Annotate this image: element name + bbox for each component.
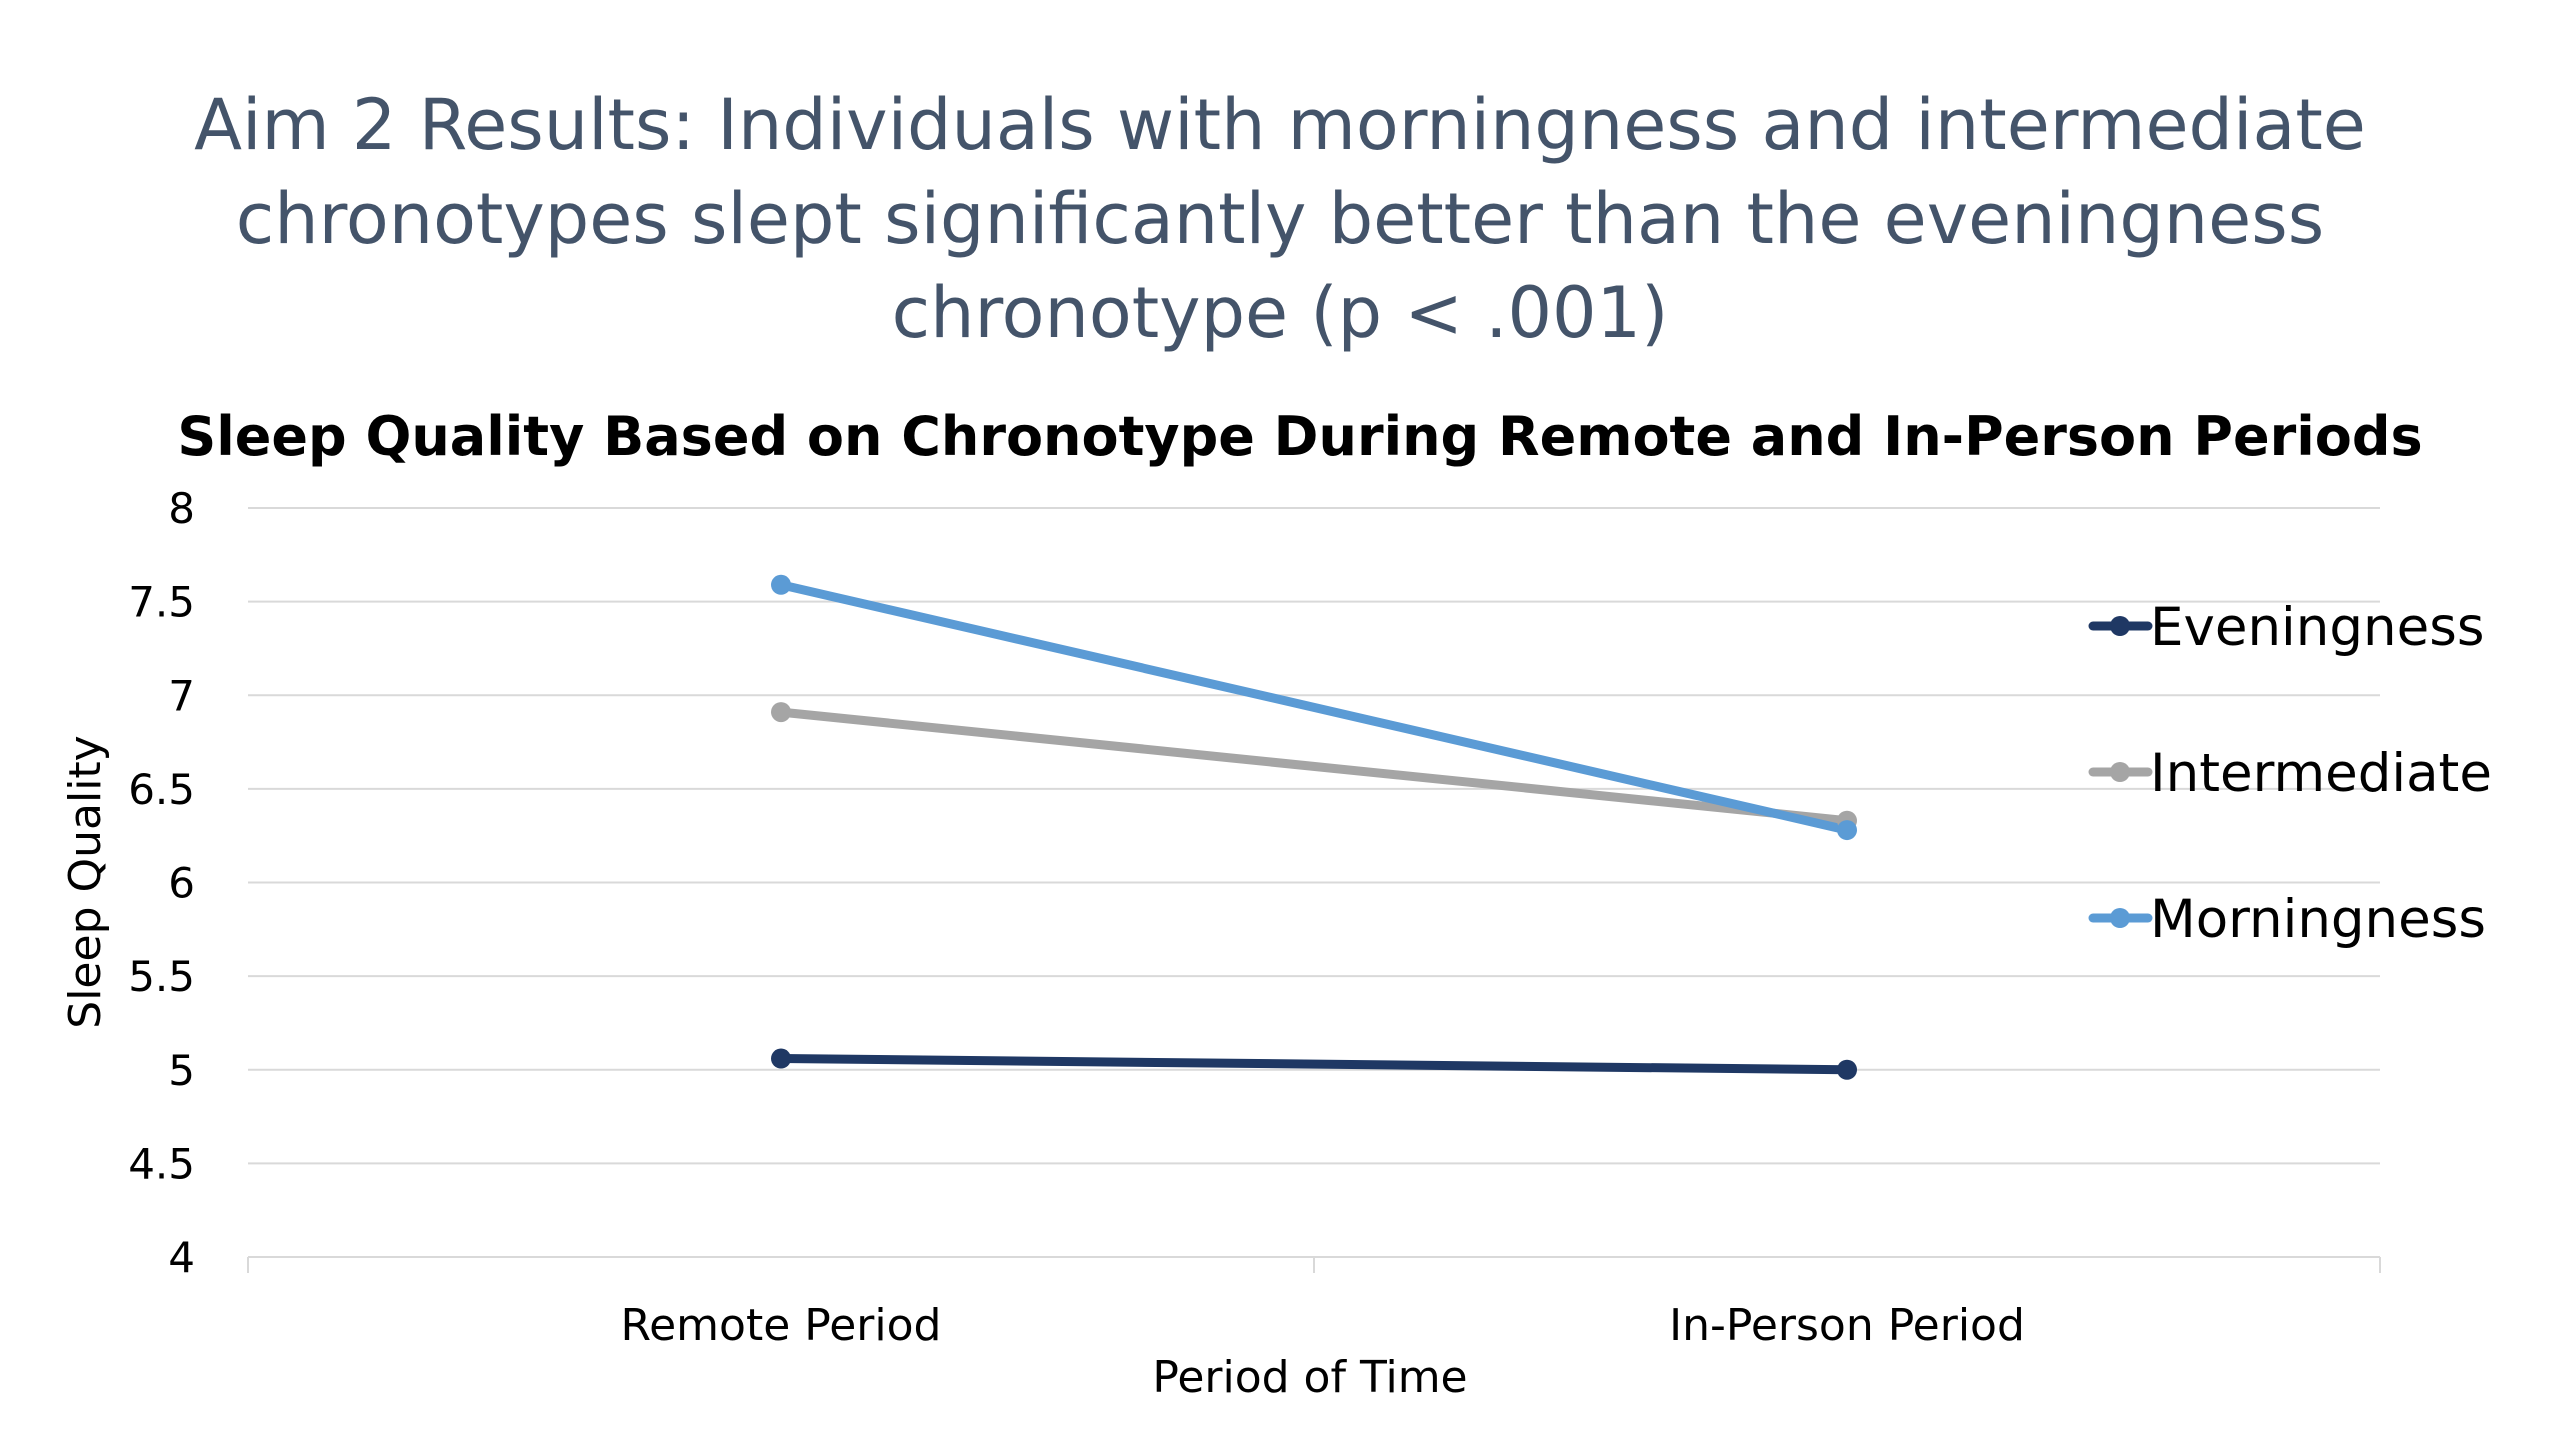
x-axis-title: Period of Time xyxy=(1152,1352,1467,1403)
y-tick-label: 5 xyxy=(168,1046,195,1095)
slide-title: Aim 2 Results: Individuals with morningn… xyxy=(130,78,2430,360)
axes xyxy=(247,1256,2381,1273)
legend-marker-morningness xyxy=(2110,908,2130,928)
y-tick-label: 7.5 xyxy=(128,578,195,627)
data-point-morningness xyxy=(771,574,791,595)
y-axis-tick-labels: 4 4.5 5 5.5 6 6.5 7 7.5 8 xyxy=(128,484,195,1282)
y-tick-label: 4 xyxy=(168,1233,195,1282)
gridlines xyxy=(248,507,2380,1165)
legend-label-eveningness: Eveningness xyxy=(2150,597,2484,658)
x-axis-tick-labels: Remote Period In-Person Period xyxy=(621,1300,2025,1351)
legend-marker-eveningness xyxy=(2110,616,2130,636)
slide-title-line-1: Aim 2 Results: Individuals with morningn… xyxy=(194,84,2366,166)
data-point-intermediate xyxy=(771,702,791,723)
series-line-eveningness xyxy=(776,1054,1852,1075)
slide-title-line-2: chronotypes slept significantly better t… xyxy=(235,178,2325,260)
y-tick-label: 4.5 xyxy=(128,1139,195,1188)
series-points xyxy=(771,574,1857,1080)
data-point-eveningness xyxy=(1837,1059,1857,1080)
series-lines xyxy=(776,580,1852,1075)
y-tick-label: 8 xyxy=(168,484,195,533)
legend-label-intermediate: Intermediate xyxy=(2150,743,2492,804)
y-tick-label: 6.5 xyxy=(128,765,195,814)
data-point-morningness xyxy=(1837,820,1857,841)
y-tick-label: 5.5 xyxy=(128,952,195,1001)
x-tick-label: In-Person Period xyxy=(1669,1300,2025,1351)
y-tick-label: 7 xyxy=(168,671,195,720)
slide-title-line-3: chronotype (p < .001) xyxy=(891,272,1669,354)
series-line-intermediate xyxy=(776,707,1852,826)
legend-marker-intermediate xyxy=(2110,762,2130,782)
legend-label-morningness: Morningness xyxy=(2150,889,2486,950)
data-point-eveningness xyxy=(771,1048,791,1069)
chart-title: Sleep Quality Based on Chronotype During… xyxy=(177,405,2422,468)
y-axis-title: Sleep Quality xyxy=(60,735,111,1028)
series-line-morningness xyxy=(776,580,1852,835)
y-tick-label: 6 xyxy=(168,859,195,908)
x-tick-label: Remote Period xyxy=(621,1300,942,1351)
legend: Eveningness Intermediate Morningness xyxy=(2088,597,2492,950)
